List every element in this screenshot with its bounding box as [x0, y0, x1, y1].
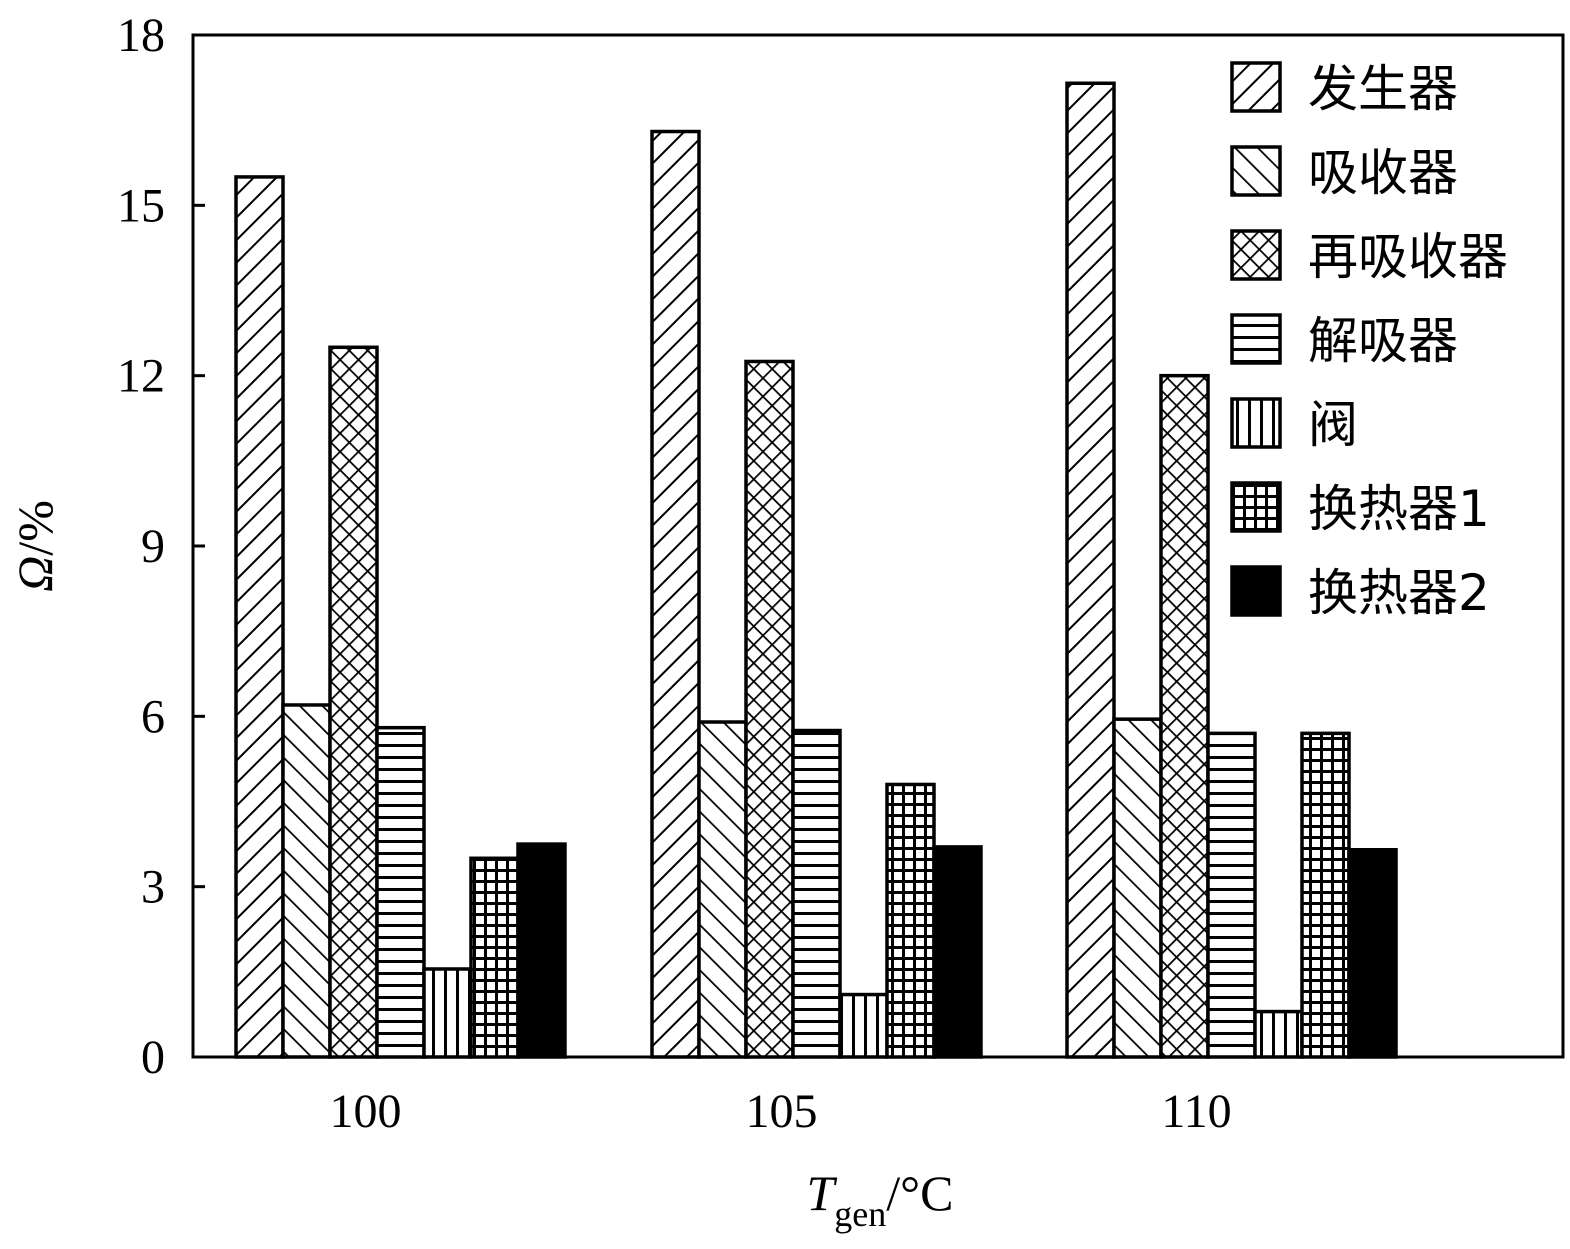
x-axis-label-unit: /°C — [886, 1165, 953, 1221]
legend-label-1: 发生器 — [1308, 60, 1458, 118]
x-tick-label-110: 110 — [1161, 1085, 1231, 1138]
bar-105-series-7 — [932, 845, 983, 1059]
y-axis-label-main: Ω — [7, 556, 63, 592]
bar-110-series-1 — [1065, 81, 1116, 1059]
bar-100-series-7 — [516, 842, 567, 1059]
bar-100-series-2 — [281, 703, 332, 1059]
bar-100-series-5 — [422, 967, 473, 1059]
bar-105-series-4 — [791, 728, 842, 1059]
legend-label-5: 阀 — [1308, 396, 1358, 454]
x-axis-label: Tgen/°C — [806, 1165, 953, 1234]
legend-swatch-5 — [1230, 397, 1282, 449]
y-axis-label: Ω/% — [7, 500, 63, 592]
legend-swatch-7 — [1230, 565, 1282, 617]
legend-label-2: 吸收器 — [1308, 144, 1458, 202]
y-tick-label-6: 6 — [141, 690, 165, 743]
y-tick-label-15: 15 — [117, 179, 165, 232]
bar-105-series-3 — [744, 359, 795, 1059]
bar-100-series-6 — [469, 856, 520, 1059]
y-tick-label-0: 0 — [141, 1031, 165, 1084]
bar-105-series-2 — [697, 720, 748, 1059]
bar-110-series-4 — [1206, 731, 1257, 1059]
x-tick-label-100: 100 — [330, 1085, 402, 1138]
bar-110-series-2 — [1112, 717, 1163, 1059]
bar-110-series-5 — [1253, 1009, 1304, 1059]
y-tick-label-18: 18 — [117, 9, 165, 62]
y-tick-label-3: 3 — [141, 861, 165, 914]
bar-105-series-1 — [650, 129, 701, 1059]
bar-100-series-3 — [328, 345, 379, 1059]
legend-swatch-3 — [1230, 229, 1282, 281]
legend-label-3: 再吸收器 — [1308, 228, 1508, 286]
y-tick-label-9: 9 — [141, 520, 165, 573]
legend-swatch-2 — [1230, 145, 1282, 197]
legend-label-7: 换热器2 — [1308, 564, 1490, 622]
legend-swatch-6 — [1230, 481, 1282, 533]
legend-label-6: 换热器1 — [1308, 480, 1490, 538]
legend-swatch-4 — [1230, 313, 1282, 365]
x-tick-label-105: 105 — [746, 1085, 818, 1138]
bar-105-series-5 — [838, 992, 889, 1059]
y-tick-label-12: 12 — [117, 350, 165, 403]
bars — [234, 81, 1398, 1059]
bar-110-series-6 — [1300, 731, 1351, 1059]
y-axis: 0 3 6 9 12 15 18 — [117, 9, 205, 1084]
x-axis-label-main: T — [806, 1165, 837, 1221]
bar-105-series-6 — [885, 782, 936, 1059]
y-axis-label-unit: /% — [7, 500, 63, 556]
bar-100-series-1 — [234, 175, 285, 1059]
legend-label-4: 解吸器 — [1308, 312, 1458, 370]
x-axis-label-sub: gen — [834, 1194, 886, 1234]
x-axis: 100 105 110 — [330, 1085, 1232, 1138]
bar-110-series-7 — [1347, 848, 1398, 1059]
bar-110-series-3 — [1159, 373, 1210, 1059]
bar-100-series-4 — [375, 725, 426, 1059]
legend-swatch-1 — [1230, 61, 1282, 113]
